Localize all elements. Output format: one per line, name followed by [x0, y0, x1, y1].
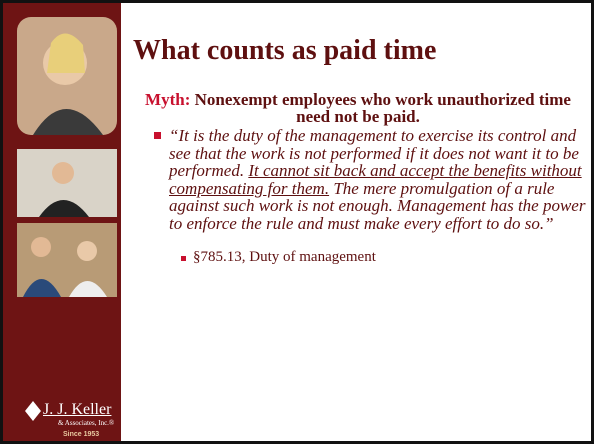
- logo-mark: [25, 401, 41, 421]
- sub-bullet-marker: [181, 256, 186, 261]
- sidebar: J. J. Keller & Associates, Inc.® Since 1…: [3, 3, 121, 441]
- logo-sub: & Associates, Inc.®: [58, 419, 114, 427]
- logo-name: J. J. Keller: [43, 401, 111, 419]
- sub-bullet: §785.13, Duty of management: [193, 249, 376, 266]
- photo-2-face: [52, 162, 74, 184]
- slide-title: What counts as paid time: [133, 35, 436, 67]
- sidebar-photos: [3, 3, 121, 441]
- myth-label: Myth:: [145, 90, 190, 109]
- logo-since: Since 1953: [63, 431, 99, 438]
- photo-3-face-a: [31, 237, 51, 257]
- myth-text: Nonexempt employees who work unauthorize…: [195, 90, 571, 126]
- myth: Myth: Nonexempt employees who work unaut…: [143, 91, 573, 125]
- photo-3-face-b: [77, 241, 97, 261]
- quote: “It is the duty of the management to exe…: [169, 127, 587, 232]
- bullet: [154, 132, 161, 139]
- slide: J. J. Keller & Associates, Inc.® Since 1…: [0, 0, 594, 444]
